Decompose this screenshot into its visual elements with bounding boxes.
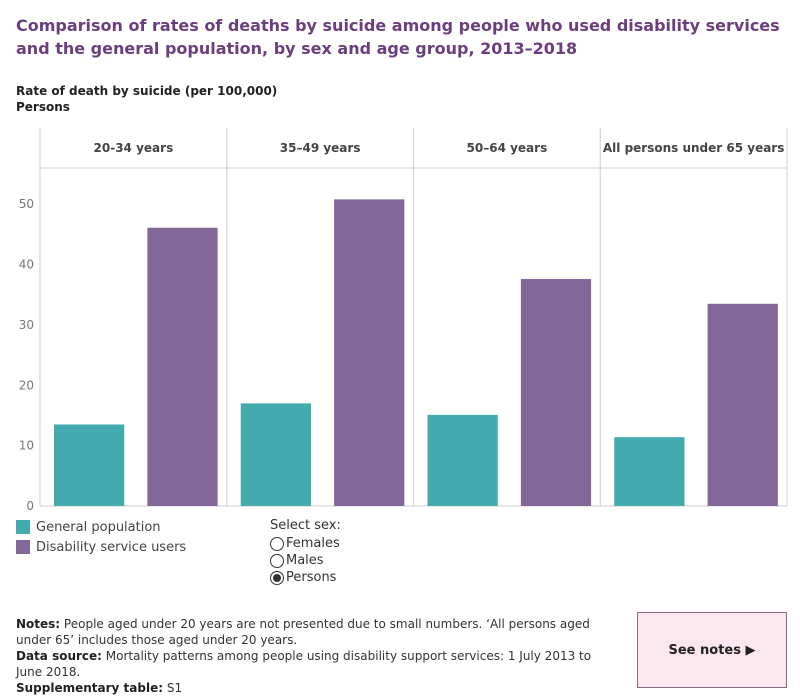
- table-line: Supplementary table: S1: [16, 680, 616, 696]
- radio-label-males: Males: [286, 553, 324, 568]
- notes-section: Notes: People aged under 20 years are no…: [16, 616, 616, 696]
- chart-title: Comparison of rates of deaths by suicide…: [16, 16, 780, 58]
- radio-label-persons: Persons: [286, 570, 337, 585]
- radio-button-males[interactable]: [270, 553, 284, 568]
- see-notes-button[interactable]: See notes ▶: [637, 612, 787, 688]
- bar-general: [614, 437, 685, 506]
- sex-selector-title: Select sex:: [270, 518, 341, 533]
- notes-line: Notes: People aged under 20 years are no…: [16, 616, 616, 648]
- source-label: Data source:: [16, 649, 102, 663]
- legend-label-disability: Disability service users: [36, 539, 187, 555]
- legend-label-general: General population: [36, 519, 161, 535]
- radio-option-males[interactable]: Males: [270, 552, 341, 569]
- bar-general: [427, 414, 498, 506]
- y-axis-subtitle: Persons: [16, 100, 70, 114]
- radio-button-persons[interactable]: [270, 570, 284, 585]
- panel-header-label: 20-34 years: [94, 141, 174, 155]
- bar-disability: [334, 199, 405, 506]
- y-tick-label: 10: [19, 439, 34, 453]
- bar-general: [240, 403, 311, 506]
- table-text: S1: [163, 681, 183, 695]
- y-tick-label: 0: [26, 499, 34, 512]
- legend: General population Disability service us…: [16, 517, 186, 557]
- bar-general: [54, 424, 125, 506]
- panel-header-label: 35–49 years: [280, 141, 361, 155]
- radio-label-females: Females: [286, 536, 340, 551]
- notes-label: Notes:: [16, 617, 61, 631]
- panel-header-label: 50–64 years: [467, 141, 548, 155]
- bar-disability: [707, 303, 778, 506]
- bar-disability: [147, 227, 218, 506]
- y-tick-label: 40: [19, 258, 34, 272]
- bar-chart: 0 10 20 30 40 50 20-34 years 35–49 years 50–64 y…: [19, 128, 788, 512]
- notes-text: People aged under 20 years are not prese…: [16, 617, 590, 647]
- radio-option-persons[interactable]: Persons: [270, 569, 341, 586]
- y-tick-label: 30: [19, 318, 34, 332]
- panel-header-label: All persons under 65 years: [603, 141, 785, 155]
- y-tick-label: 50: [19, 197, 34, 211]
- legend-item-disability: Disability service users: [16, 537, 186, 557]
- legend-swatch-general: [16, 520, 30, 534]
- source-text: Mortality patterns among people using di…: [16, 649, 592, 679]
- legend-item-general: General population: [16, 517, 186, 537]
- table-label: Supplementary table:: [16, 681, 164, 695]
- radio-button-females[interactable]: [270, 536, 284, 551]
- source-line: Data source: Mortality patterns among pe…: [16, 648, 616, 680]
- sex-selector: Select sex: Females Males Persons: [270, 518, 341, 586]
- y-axis-label: Rate of death by suicide (per 100,000): [16, 84, 278, 98]
- legend-swatch-disability: [16, 540, 30, 554]
- y-tick-label: 20: [19, 378, 34, 392]
- radio-option-females[interactable]: Females: [270, 535, 341, 552]
- bar-disability: [520, 279, 592, 506]
